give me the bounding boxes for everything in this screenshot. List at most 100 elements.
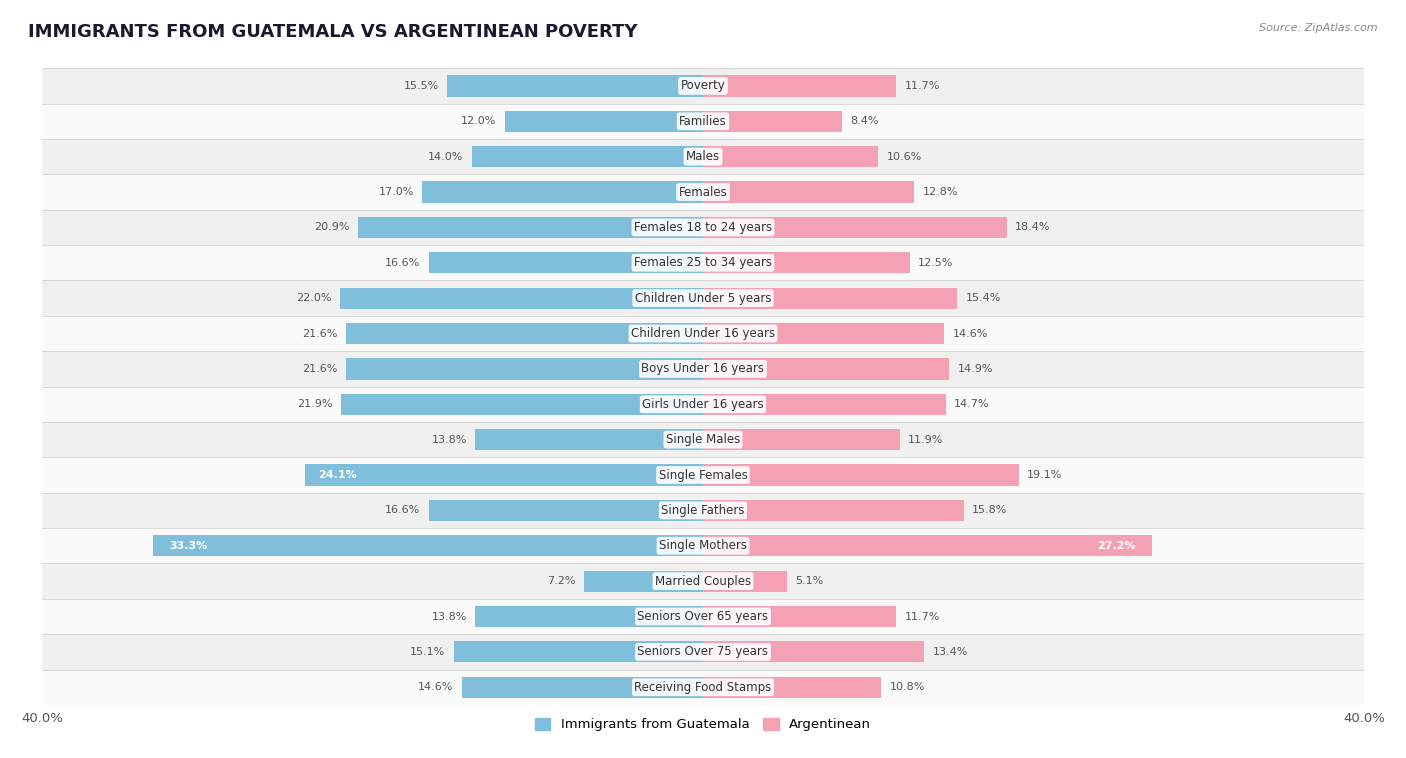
Bar [703,252,910,274]
Text: 16.6%: 16.6% [385,506,420,515]
Text: Males: Males [686,150,720,163]
Bar [42,387,1364,422]
Text: 13.4%: 13.4% [932,647,967,657]
Bar [703,677,882,698]
Text: Source: ZipAtlas.com: Source: ZipAtlas.com [1260,23,1378,33]
Text: 13.8%: 13.8% [432,434,467,445]
Text: 21.9%: 21.9% [298,399,333,409]
Bar [475,429,703,450]
Bar [447,75,703,96]
Bar [703,323,945,344]
Text: Receiving Food Stamps: Receiving Food Stamps [634,681,772,694]
Text: 14.6%: 14.6% [952,328,988,339]
Text: 21.6%: 21.6% [302,364,337,374]
Bar [42,210,1364,245]
Bar [703,641,924,662]
Bar [475,606,703,627]
Bar [42,316,1364,351]
Bar [505,111,703,132]
Bar [346,323,703,344]
Bar [703,393,946,415]
Bar [339,287,703,309]
Text: 10.6%: 10.6% [886,152,921,161]
Text: 19.1%: 19.1% [1026,470,1062,480]
Bar [703,75,896,96]
Bar [42,528,1364,563]
Text: 15.5%: 15.5% [404,81,439,91]
Bar [429,500,703,521]
Text: Females 25 to 34 years: Females 25 to 34 years [634,256,772,269]
Bar [342,393,703,415]
Text: 24.1%: 24.1% [318,470,357,480]
Bar [454,641,703,662]
Text: Females: Females [679,186,727,199]
Text: 18.4%: 18.4% [1015,222,1050,233]
Text: Children Under 5 years: Children Under 5 years [634,292,772,305]
Bar [42,422,1364,457]
Text: Single Fathers: Single Fathers [661,504,745,517]
Text: 14.9%: 14.9% [957,364,993,374]
Text: Single Males: Single Males [666,433,740,446]
Bar [42,457,1364,493]
Bar [703,111,842,132]
Text: 5.1%: 5.1% [796,576,824,586]
Legend: Immigrants from Guatemala, Argentinean: Immigrants from Guatemala, Argentinean [530,713,876,737]
Bar [461,677,703,698]
Bar [703,429,900,450]
Text: 12.0%: 12.0% [461,116,496,127]
Text: 20.9%: 20.9% [314,222,350,233]
Text: 15.8%: 15.8% [973,506,1008,515]
Text: 33.3%: 33.3% [169,540,208,551]
Bar [153,535,703,556]
Text: 15.1%: 15.1% [411,647,446,657]
Bar [703,287,957,309]
Bar [357,217,703,238]
Text: Girls Under 16 years: Girls Under 16 years [643,398,763,411]
Bar [422,181,703,202]
Text: Poverty: Poverty [681,80,725,92]
Text: 14.0%: 14.0% [427,152,464,161]
Bar [42,351,1364,387]
Text: 13.8%: 13.8% [432,612,467,622]
Bar [42,174,1364,210]
Text: 22.0%: 22.0% [295,293,332,303]
Text: 11.7%: 11.7% [904,612,941,622]
Text: Children Under 16 years: Children Under 16 years [631,327,775,340]
Bar [42,563,1364,599]
Bar [42,245,1364,280]
Text: Single Mothers: Single Mothers [659,539,747,553]
Text: 12.5%: 12.5% [918,258,953,268]
Bar [42,139,1364,174]
Text: 7.2%: 7.2% [547,576,576,586]
Bar [703,500,965,521]
Bar [703,146,879,168]
Bar [703,606,896,627]
Bar [471,146,703,168]
Text: 21.6%: 21.6% [302,328,337,339]
Bar [429,252,703,274]
Text: 12.8%: 12.8% [922,187,959,197]
Text: 8.4%: 8.4% [851,116,879,127]
Bar [346,359,703,380]
Text: Families: Families [679,114,727,128]
Text: 17.0%: 17.0% [378,187,413,197]
Text: IMMIGRANTS FROM GUATEMALA VS ARGENTINEAN POVERTY: IMMIGRANTS FROM GUATEMALA VS ARGENTINEAN… [28,23,637,41]
Bar [703,181,914,202]
Text: 11.7%: 11.7% [904,81,941,91]
Bar [703,217,1007,238]
Text: Single Females: Single Females [658,468,748,481]
Bar [42,634,1364,669]
Text: Boys Under 16 years: Boys Under 16 years [641,362,765,375]
Text: Seniors Over 75 years: Seniors Over 75 years [637,645,769,659]
Bar [42,68,1364,104]
Bar [703,359,949,380]
Text: 14.6%: 14.6% [418,682,454,692]
Bar [583,571,703,592]
Bar [42,104,1364,139]
Bar [42,280,1364,316]
Bar [42,599,1364,634]
Text: Seniors Over 65 years: Seniors Over 65 years [637,610,769,623]
Text: 14.7%: 14.7% [955,399,990,409]
Bar [703,465,1018,486]
Text: Females 18 to 24 years: Females 18 to 24 years [634,221,772,234]
